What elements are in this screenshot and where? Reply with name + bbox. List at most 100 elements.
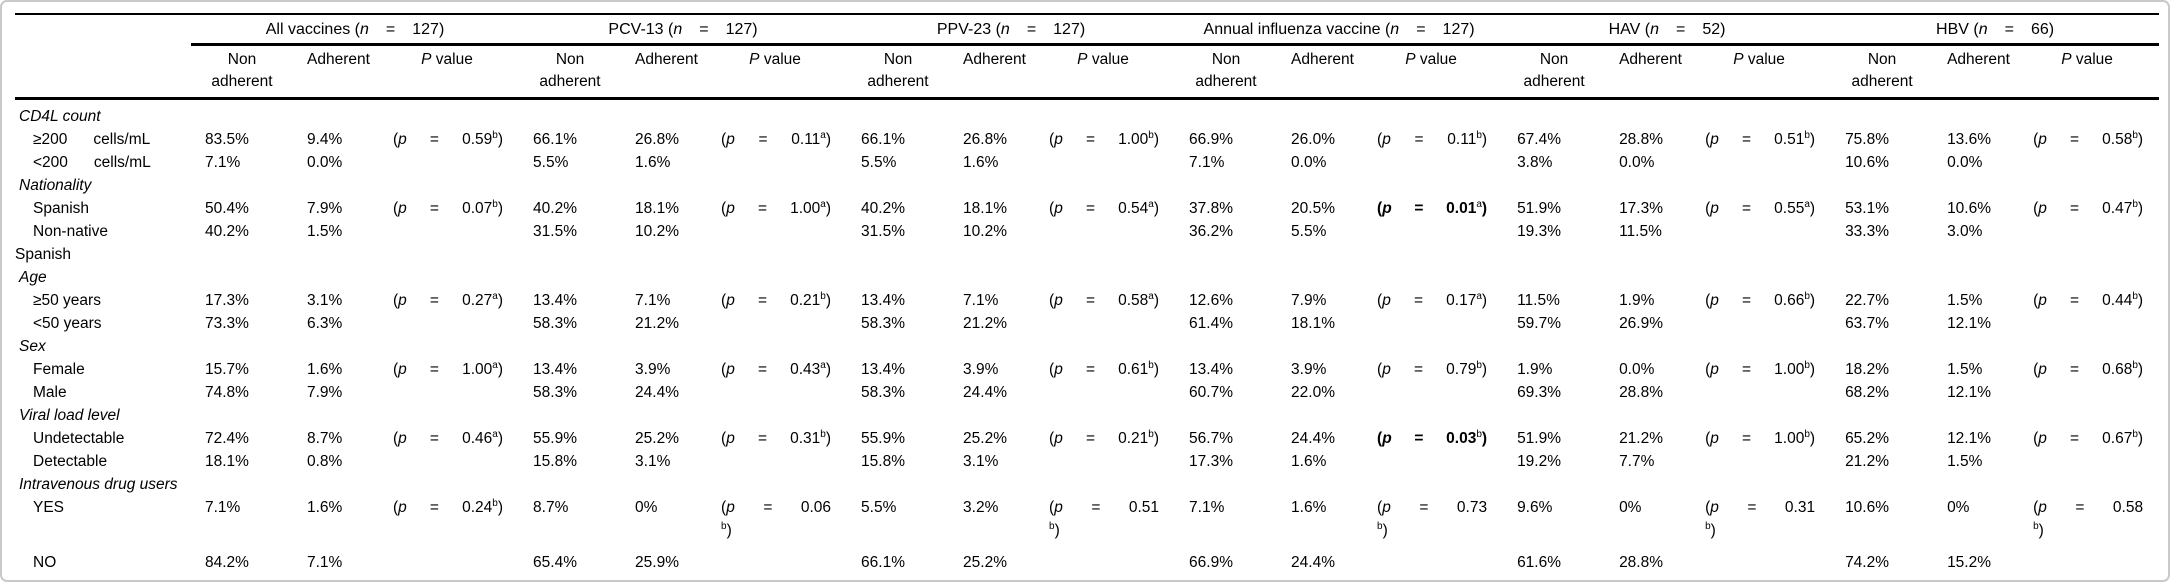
non-adherent-value: 66.1% [861,131,905,148]
non-adherent-value: 55.9% [533,430,577,447]
p-value: (p = 0.24b) [393,496,503,519]
adherent-value: 0.0% [307,154,343,171]
p-value-cell [1699,542,1831,580]
adherent-value: 3.0% [1947,223,1983,240]
adherent-value: 1.6% [307,499,343,516]
non-adherent-value: 13.4% [861,361,905,378]
adherent-value: 25.2% [963,554,1007,571]
p-value-cell: (p = 0.44b) [2027,289,2159,312]
p-equals: = [2069,131,2080,148]
p-superscript: a [1148,290,1154,302]
adherent-value: 0% [635,499,658,516]
p-value-cell [715,542,847,580]
p-symbol: p [1054,200,1063,217]
adherent-value: 28.8% [1619,131,1664,148]
non-adherent-value: 19.2% [1517,453,1562,470]
p-symbol: p [2038,430,2047,447]
p-superscript: b [1049,520,1055,532]
p-open: (p [1049,292,1063,309]
equals-sign: = [385,20,396,38]
n-symbol: n [1978,20,1988,38]
adherent-value: 15.2% [1947,554,1992,571]
non-adherent-value: 58.3% [533,384,577,401]
p-symbol: p [398,292,407,309]
group-n-value: 66) [2030,20,2055,38]
p-superscript: b [1476,129,1482,141]
p-number: 0.66b) [1774,290,1816,309]
p-value-cell: (p = 0.11b) [1371,128,1503,151]
p-symbol: p [2038,361,2047,378]
row-label-cell: ≥200 cells/mL [15,128,191,151]
non-adherent-value: 7.1% [205,154,241,171]
p-number: 0.54a) [1118,198,1160,217]
non-adherent-value: 1.9% [1517,361,1553,378]
p-wrap-line: b) [1049,520,1060,539]
adherent-value: 12.1% [1947,384,1992,401]
p-value-cell [2027,151,2159,174]
p-value-cell [1699,220,1831,266]
p-value-cell [1371,542,1503,580]
p-value-cell: (p = 0.54a) [1043,197,1175,220]
p-value: (p = 0.46a) [393,427,503,450]
equals-sign: = [1416,20,1426,38]
p-equals: = [1091,499,1101,516]
p-open: (p [1705,131,1719,148]
p-value-cell: (p = 0.66b) [1699,289,1831,312]
p-open: (p [721,292,735,309]
subheader-non-adherent-label: Non adherent [867,51,929,90]
adherent-value: 0.0% [1619,154,1655,171]
p-number: 0.47b) [2102,198,2144,217]
non-adherent-value: 61.4% [1189,315,1233,332]
p-equals: = [1741,361,1752,378]
p-value-cell: (p = 0.11a) [715,128,847,151]
non-adherent-value: 7.1% [1189,154,1225,171]
adherent-value: 21.2% [963,315,1007,332]
non-adherent-value: 74.2% [1845,554,1890,571]
adherent-value: 7.9% [307,384,343,401]
p-number: 0.58b) [2102,129,2144,148]
adherent-value: 26.0% [1291,131,1335,148]
p-symbol: p [1710,361,1719,378]
p-superscript: b [2132,129,2138,141]
n-symbol: n [673,20,683,38]
p-value-cell [1043,151,1175,174]
p-equals: = [2075,499,2085,516]
p-equals: = [1085,131,1095,148]
p-value-cell [2027,450,2159,473]
p-number: 0.51b) [1774,129,1816,148]
row-label-text: Female [33,361,85,378]
row-label-text: Spanish [33,200,90,217]
adherent-value: 3.9% [1291,361,1327,378]
p-superscript: a [820,359,826,371]
p-open: (p [1049,131,1063,148]
p-equals: = [1085,361,1095,378]
p-open: (p [721,200,735,217]
p-value-cell [1371,151,1503,174]
p-symbol: p [726,430,735,447]
p-value: (p = 0.47b) [2033,197,2143,220]
column-group-header: HBV (n = 66) [1831,13,2160,46]
p-equals: = [1747,499,1757,516]
equals-sign: = [1026,20,1037,38]
p-wrap-line: b) [721,520,732,539]
subheader-non-adherent-label: Non adherent [1523,51,1585,90]
p-value: (p = 0.61b) [1049,358,1159,381]
non-adherent-value: 61.6% [1517,554,1562,571]
adherent-value: 9.4% [307,131,343,148]
p-wrap-line: b) [1705,520,1716,539]
adherent-value: 1.6% [1291,453,1327,470]
category-label: Age [19,269,47,286]
p-value: (p = 0.11a) [721,128,831,151]
p-number: 0.31b) [790,428,832,447]
non-adherent-value: 66.1% [861,554,905,571]
p-value-cell: (p = 0.31b) [715,427,847,450]
group-name: PCV-13 (n [608,20,683,38]
p-number: 0.67b) [2102,428,2144,447]
subheader-p-value: P value [1699,44,1832,100]
p-symbol: p [1710,131,1719,148]
n-symbol: n [1390,20,1400,38]
subheader-p-value-label: P value [1733,51,1785,68]
table-rules: All vaccines (n = 127) PCV-13 (n = 127) PPV-23… [15,13,2160,580]
p-open: (p [1377,292,1391,309]
row-label-cell: NO [15,542,191,580]
